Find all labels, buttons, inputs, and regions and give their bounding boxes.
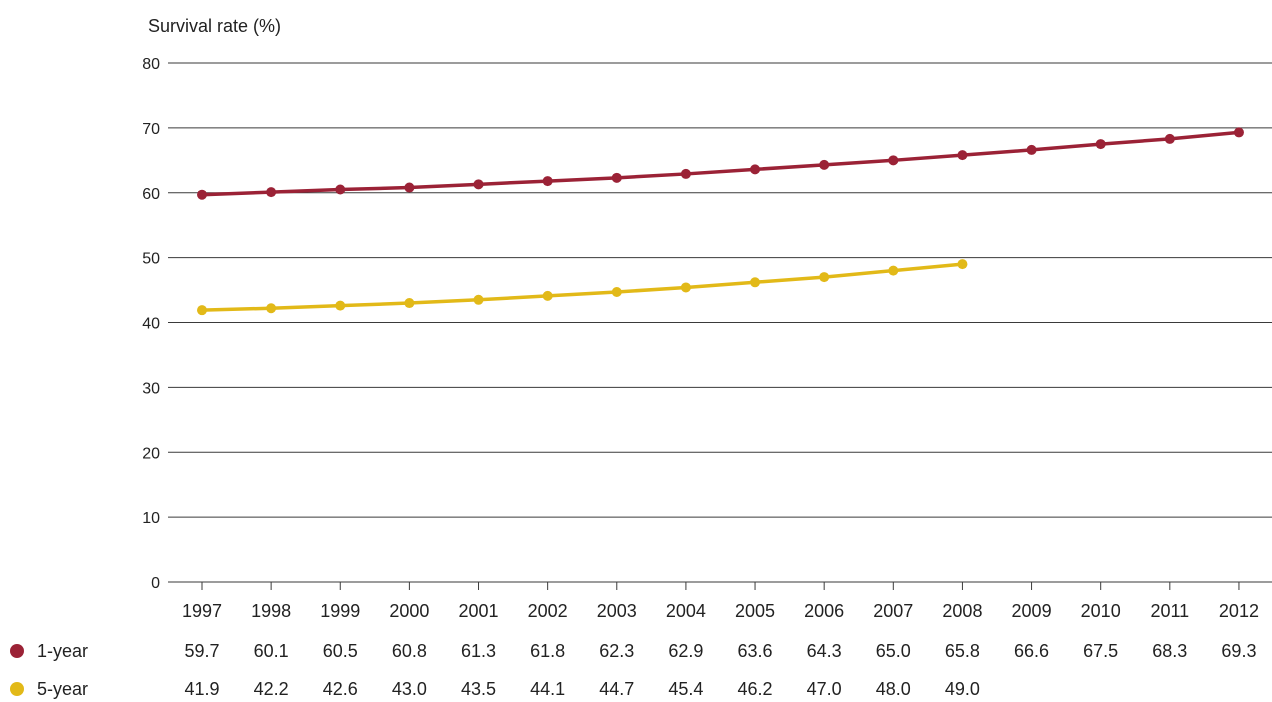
data-label: 42.6 [323, 679, 358, 699]
data-label: 46.2 [738, 679, 773, 699]
series-line [201, 262, 963, 312]
data-label: 62.3 [599, 641, 634, 661]
data-label: 59.7 [184, 641, 219, 661]
data-label: 63.6 [738, 641, 773, 661]
data-label: 65.8 [945, 641, 980, 661]
data-point [473, 294, 484, 305]
y-tick-labels: 0 10 20 30 40 50 60 70 80 [142, 56, 160, 592]
data-label: 68.3 [1152, 641, 1187, 661]
data-point [404, 182, 415, 193]
y-tick-label: 80 [142, 56, 160, 73]
data-label: 49.0 [945, 679, 980, 699]
data-point [957, 259, 968, 270]
data-point [542, 176, 553, 187]
x-tick-label: 1998 [251, 601, 291, 621]
data-point [750, 277, 761, 288]
data-point [888, 155, 899, 166]
data-point [335, 184, 346, 195]
data-point [473, 179, 484, 190]
data-label: 61.8 [530, 641, 565, 661]
y-tick-label: 0 [151, 575, 160, 592]
x-tick-label: 2011 [1150, 601, 1189, 621]
data-point [1164, 133, 1175, 144]
data-point [957, 150, 968, 161]
data-point [1095, 139, 1106, 150]
data-label: 41.9 [184, 679, 219, 699]
data-point [542, 290, 553, 301]
data-label: 61.3 [461, 641, 496, 661]
data-point [680, 282, 691, 293]
data-point [888, 265, 899, 276]
legend-marker [10, 682, 24, 696]
data-point [197, 305, 207, 316]
y-axis-title: Survival rate (%) [148, 16, 281, 36]
x-tick-label: 1999 [320, 601, 360, 621]
series-lines [197, 127, 1244, 316]
legend-marker [10, 644, 24, 658]
y-tick-label: 60 [142, 186, 160, 203]
x-tick-label: 2012 [1219, 601, 1259, 621]
y-tick-label: 10 [142, 510, 160, 527]
x-tick-label: 2004 [666, 601, 706, 621]
data-point [680, 168, 691, 179]
y-tick-label: 20 [142, 445, 160, 462]
data-label: 45.4 [668, 679, 703, 699]
data-table: 1-year 59.7 60.1 60.5 60.8 61.3 61.8 62.3 62.9 63… [10, 641, 1256, 699]
data-point [819, 159, 830, 170]
x-tick-label: 2005 [735, 601, 775, 621]
y-tick-label: 30 [142, 380, 160, 397]
legend-label: 5-year [37, 679, 88, 699]
data-label: 43.0 [392, 679, 427, 699]
data-point [611, 287, 622, 298]
x-tick-label: 2000 [389, 601, 429, 621]
data-label: 60.5 [323, 641, 358, 661]
grid-lines [168, 62, 1272, 518]
x-tick-label: 2010 [1081, 601, 1121, 621]
data-label: 44.1 [530, 679, 565, 699]
x-tick-label: 2007 [873, 601, 913, 621]
y-tick-label: 70 [142, 121, 160, 138]
data-point [750, 164, 761, 175]
legend-label: 1-year [37, 641, 88, 661]
data-label: 48.0 [876, 679, 911, 699]
data-label: 69.3 [1221, 641, 1256, 661]
data-label: 43.5 [461, 679, 496, 699]
data-label: 65.0 [876, 641, 911, 661]
data-label: 64.3 [807, 641, 842, 661]
y-tick-label: 40 [142, 316, 160, 333]
x-tick-label: 2001 [458, 601, 498, 621]
data-point [266, 303, 277, 314]
data-label: 66.6 [1014, 641, 1049, 661]
data-point [266, 187, 277, 198]
data-point [611, 172, 622, 183]
data-point [819, 272, 830, 283]
data-point [197, 189, 207, 200]
data-label: 62.9 [668, 641, 703, 661]
x-tick-label: 2002 [528, 601, 568, 621]
data-point [1026, 144, 1037, 155]
data-point [335, 300, 346, 311]
data-label: 47.0 [807, 679, 842, 699]
x-tick-label: 2009 [1012, 601, 1052, 621]
x-axis: 1997 1998 1999 2000 2001 2002 2003 2004 2005 2006… [168, 581, 1272, 621]
data-label: 42.2 [254, 679, 289, 699]
data-point [404, 298, 415, 309]
data-label: 60.1 [254, 641, 289, 661]
series-line [201, 130, 1240, 197]
data-label: 44.7 [599, 679, 634, 699]
y-tick-label: 50 [142, 251, 160, 268]
x-tick-label: 2003 [597, 601, 637, 621]
data-point [1233, 127, 1244, 138]
x-tick-label: 2006 [804, 601, 844, 621]
x-tick-label: 2008 [942, 601, 982, 621]
data-label: 60.8 [392, 641, 427, 661]
x-tick-label: 1997 [182, 601, 222, 621]
data-label: 67.5 [1083, 641, 1118, 661]
